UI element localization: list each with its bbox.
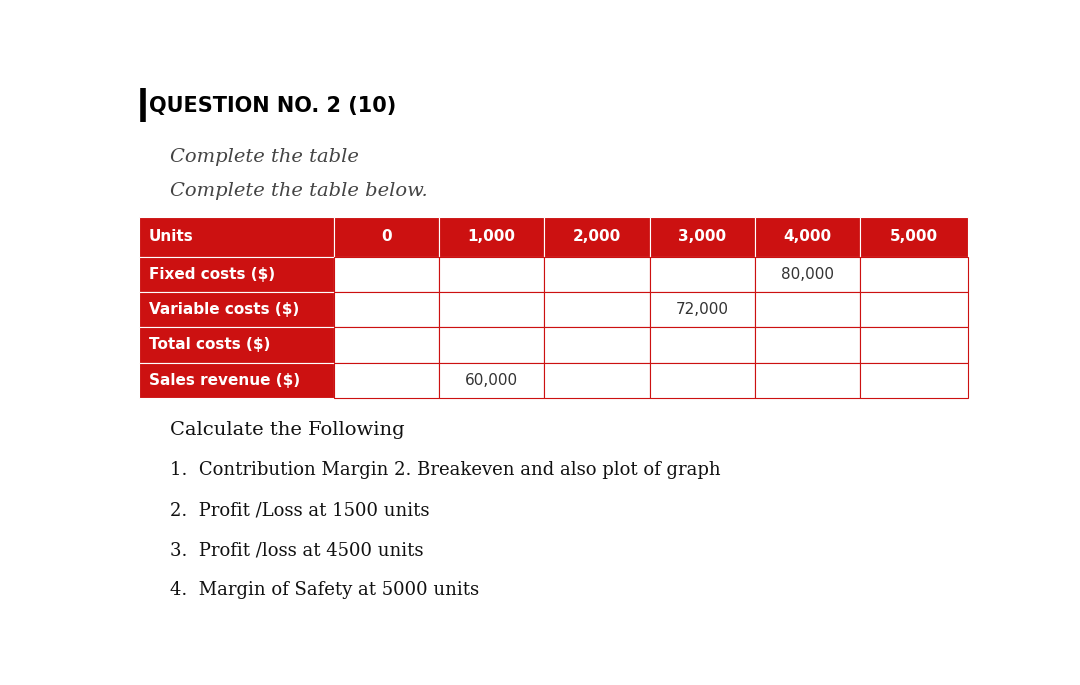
Bar [861, 217, 968, 257]
Bar [334, 292, 440, 327]
Bar [544, 217, 650, 257]
Text: 3.  Profit /loss at 4500 units: 3. Profit /loss at 4500 units [170, 541, 423, 559]
Bar [440, 257, 544, 292]
Bar [544, 292, 650, 327]
Text: 4,000: 4,000 [784, 229, 832, 245]
Bar [755, 327, 861, 362]
Bar [440, 327, 544, 362]
Text: 80,000: 80,000 [781, 267, 834, 282]
Bar [861, 362, 968, 398]
Bar [544, 327, 650, 362]
Text: Fixed costs ($): Fixed costs ($) [149, 267, 275, 282]
Bar [650, 292, 755, 327]
Text: 2.  Profit /Loss at 1500 units: 2. Profit /Loss at 1500 units [170, 501, 430, 519]
Text: Sales revenue ($): Sales revenue ($) [149, 373, 300, 388]
Text: 72,000: 72,000 [676, 302, 729, 317]
Text: 5,000: 5,000 [890, 229, 939, 245]
Bar [650, 362, 755, 398]
Bar [755, 257, 861, 292]
Text: Variable costs ($): Variable costs ($) [149, 302, 299, 317]
Bar [544, 362, 650, 398]
Bar [440, 292, 544, 327]
Bar [861, 257, 968, 292]
Text: 1,000: 1,000 [468, 229, 516, 245]
Bar [139, 257, 334, 292]
Text: Complete the table: Complete the table [170, 148, 359, 166]
Text: 0: 0 [381, 229, 392, 245]
Bar [334, 362, 440, 398]
Bar [544, 257, 650, 292]
Bar [139, 327, 334, 362]
Bar [139, 217, 334, 257]
Bar [650, 257, 755, 292]
Bar [755, 292, 861, 327]
Bar [139, 362, 334, 398]
Text: Units: Units [149, 229, 193, 245]
Text: 2,000: 2,000 [572, 229, 621, 245]
Bar [334, 327, 440, 362]
Bar [334, 217, 440, 257]
Text: Calculate the Following: Calculate the Following [170, 421, 405, 439]
Bar [139, 292, 334, 327]
Text: 60,000: 60,000 [465, 373, 518, 388]
Bar [755, 362, 861, 398]
Text: Complete the table below.: Complete the table below. [170, 182, 428, 200]
Bar [755, 217, 861, 257]
Bar [650, 327, 755, 362]
Text: 1.  Contribution Margin 2. Breakeven and also plot of graph: 1. Contribution Margin 2. Breakeven and … [170, 461, 720, 479]
Text: QUESTION NO. 2 (10): QUESTION NO. 2 (10) [149, 96, 396, 116]
Bar [650, 217, 755, 257]
Bar [861, 292, 968, 327]
Bar [440, 362, 544, 398]
Bar [440, 217, 544, 257]
Text: 3,000: 3,000 [678, 229, 727, 245]
Text: Total costs ($): Total costs ($) [149, 338, 270, 353]
Bar [334, 257, 440, 292]
Bar [861, 327, 968, 362]
Text: 4.  Margin of Safety at 5000 units: 4. Margin of Safety at 5000 units [170, 581, 480, 599]
